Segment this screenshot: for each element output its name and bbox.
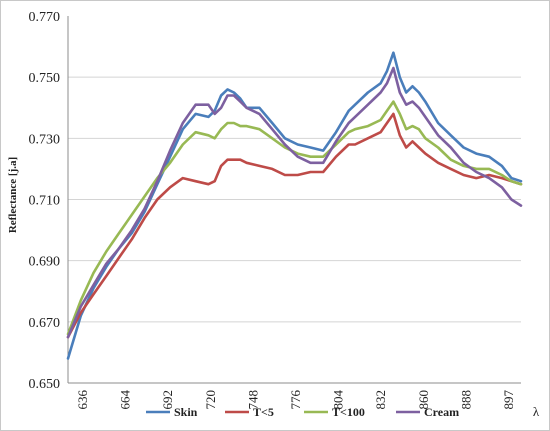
legend: Skin T<5 T<100 Cream (146, 405, 459, 419)
series-line-t-5 (66, 112, 523, 339)
y-tick-label: 0.670 (29, 316, 61, 331)
x-tick-label: 720 (203, 390, 218, 410)
x-tick-label: 664 (118, 390, 133, 410)
y-tick-label: 0.750 (29, 71, 61, 86)
x-tick-label: 636 (75, 390, 90, 410)
x-tick-label: 748 (245, 390, 260, 410)
x-tick-label: 888 (458, 390, 473, 410)
legend-label: Cream (424, 405, 459, 419)
y-tick-label: 0.730 (29, 132, 61, 147)
x-axis-ticks: 636 664 692 720 748 776 804 832 860 888 897 (75, 390, 516, 410)
y-tick-label: 0.650 (29, 377, 61, 392)
series-lines (66, 51, 523, 360)
x-tick-label: 832 (373, 390, 388, 410)
series-line-skin (66, 51, 523, 360)
y-tick-label: 0.710 (29, 194, 61, 209)
legend-label: T<100 (332, 405, 365, 419)
x-tick-label: 804 (331, 390, 346, 410)
y-tick-label: 0.690 (29, 255, 61, 270)
x-axis-title: λ (533, 404, 540, 419)
x-tick-label: 860 (416, 390, 431, 410)
axes (67, 16, 521, 384)
series-line-cream (66, 66, 523, 339)
legend-label: Skin (174, 405, 198, 419)
y-tick-label: 0.770 (29, 10, 61, 25)
legend-label: T<5 (253, 405, 274, 419)
y-axis-title: Reflectance [j.a] (7, 157, 19, 233)
x-tick-label: 897 (501, 390, 516, 410)
gridlines (68, 76, 521, 323)
x-tick-label: 692 (160, 390, 175, 410)
y-axis-ticks: 0.770 0.750 0.730 0.710 0.690 0.670 0.650 (29, 10, 61, 392)
x-tick-label: 776 (288, 390, 303, 410)
